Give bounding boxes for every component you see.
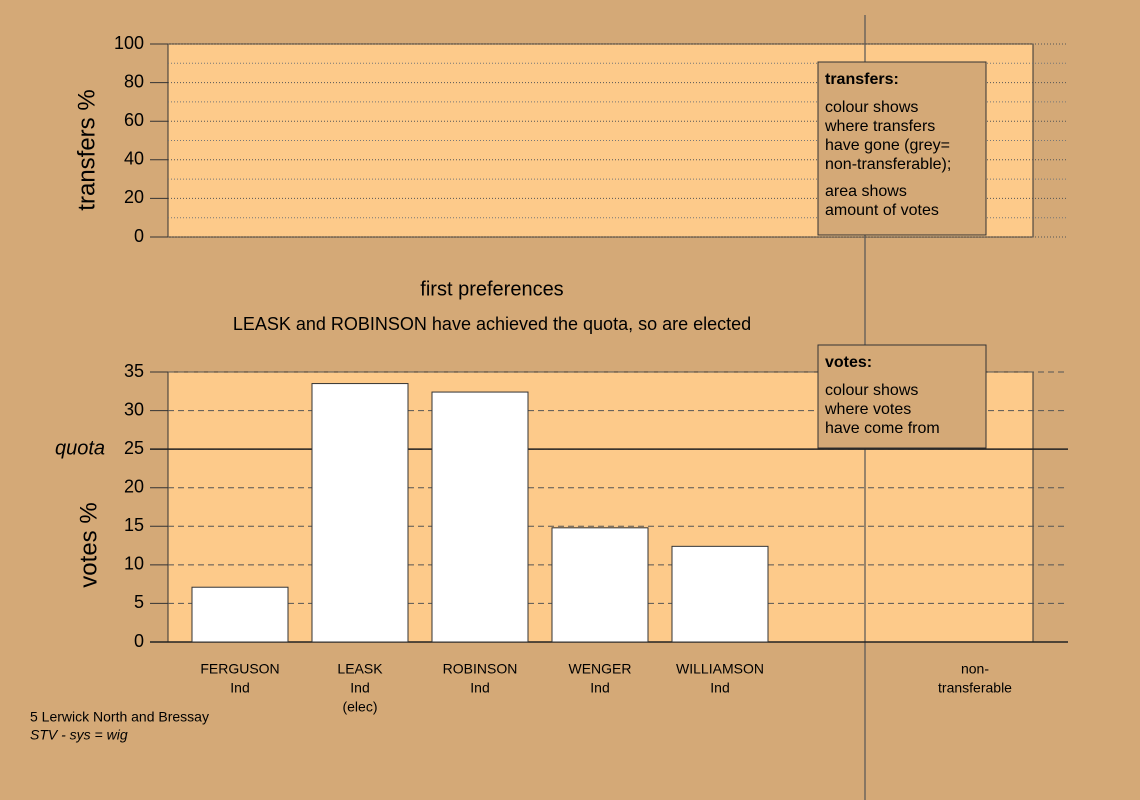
legend-box [817,344,987,449]
legend-text: colour shows [825,382,918,399]
y-axis-label: votes % [75,502,102,587]
x-tick-label: non- [961,661,989,677]
y-tick-label: 15 [124,515,144,535]
chart-title: first preferences [420,278,563,300]
bar [191,586,289,643]
footer-text: 5 Lerwick North and Bressay [30,709,209,725]
legend-text: where votes [824,401,911,418]
y-tick-label: 30 [124,399,144,419]
x-tick-label: ROBINSON [443,661,518,677]
y-tick-label: 35 [124,361,144,381]
x-tick-label: WILLIAMSON [676,661,764,677]
y-axis-label: transfers % [73,89,100,210]
bar [551,527,649,643]
legend-text: amount of votes [825,202,939,219]
y-tick-label: 100 [114,33,144,53]
legend-text: area shows [825,183,907,200]
chart-subtitle: LEASK and ROBINSON have achieved the quo… [233,314,751,334]
legend-text: have come from [825,420,940,437]
legend-title: votes: [825,354,872,371]
x-tick-label: FERGUSON [200,661,279,677]
y-tick-label: 25 [124,438,144,458]
bar [431,391,529,643]
x-tick-label: Ind [590,680,609,696]
y-tick-label: 0 [134,631,144,651]
y-tick-label: 60 [124,110,144,130]
y-tick-label: 20 [124,187,144,207]
legend-text: where transfers [824,118,935,135]
footer-text: STV - sys = wig [30,727,128,743]
y-tick-label: 10 [124,554,144,574]
legend-box [817,61,987,236]
quota-label: quota [55,437,105,459]
legend-title: transfers: [825,71,899,88]
bar [671,545,769,643]
legend-text: have gone (grey= [825,137,950,154]
x-tick-label: Ind [710,680,729,696]
y-tick-label: 80 [124,71,144,91]
x-tick-label: (elec) [342,699,377,715]
y-tick-label: 40 [124,149,144,169]
y-tick-label: 0 [134,226,144,246]
legend-text: non-transferable); [825,156,951,173]
x-tick-label: Ind [470,680,489,696]
legend-text: colour shows [825,99,918,116]
x-tick-label: LEASK [337,661,383,677]
x-tick-label: Ind [350,680,369,696]
x-tick-label: Ind [230,680,249,696]
x-tick-label: WENGER [569,661,632,677]
bar [311,383,409,643]
y-tick-label: 5 [134,592,144,612]
y-tick-label: 20 [124,476,144,496]
x-tick-label: transferable [938,680,1012,696]
